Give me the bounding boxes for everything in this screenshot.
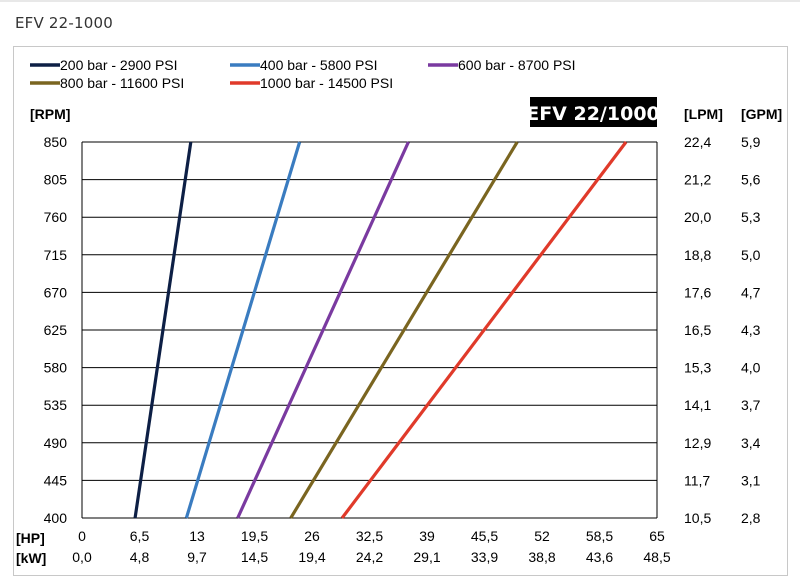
gpm-tick-label: 5,9 [741,134,761,150]
gpm-tick-label: 3,7 [741,397,761,413]
top-divider [0,0,800,2]
lpm-tick-label: 14,1 [684,397,711,413]
lpm-unit-label: [LPM] [684,106,723,122]
badge-label: EFV 22/1000 [526,103,660,125]
kw-tick-label: 4,8 [130,549,150,565]
hp-tick-label: 32,5 [356,528,383,544]
gpm-tick-label: 3,1 [741,472,761,488]
rpm-tick-label: 535 [44,397,68,413]
series-line-2 [184,141,302,519]
kw-tick-label: 38,8 [528,549,555,565]
gpm-tick-label: 4,3 [741,322,761,338]
gpm-tick-label: 3,4 [741,435,761,451]
kw-tick-label: 24,2 [356,549,383,565]
rpm-tick-label: 625 [44,322,68,338]
hp-tick-label: 58,5 [586,528,613,544]
legend-label-3: 600 bar - 8700 PSI [458,57,576,73]
hp-tick-label: 13 [189,528,205,544]
kw-tick-label: 0,0 [72,549,92,565]
lpm-tick-label: 11,7 [684,472,710,488]
rpm-tick-label: 805 [44,172,68,188]
series-line-3 [236,141,410,519]
gpm-tick-label: 5,6 [741,172,761,188]
rpm-tick-label: 760 [44,209,68,225]
hp-tick-label: 65 [649,528,665,544]
lpm-tick-label: 21,2 [684,172,711,188]
lpm-tick-label: 10,5 [684,510,711,526]
gpm-tick-label: 2,8 [741,510,761,526]
legend-label-2: 400 bar - 5800 PSI [260,57,378,73]
tick-labels: 850 22,4 5,9 805 21,2 5,6 760 20,0 5,3 715 18,8 5,0… [44,134,761,565]
kw-tick-label: 9,7 [187,549,207,565]
kw-tick-label: 14,5 [241,549,268,565]
rpm-tick-label: 445 [44,472,68,488]
hp-tick-label: 19,5 [241,528,268,544]
badge: EFV 22/1000 [526,97,660,127]
legend: 200 bar - 2900 PSI 400 bar - 5800 PSI 600 … [30,57,576,91]
lpm-tick-label: 12,9 [684,435,711,451]
rpm-unit-label: [RPM] [30,106,70,122]
hp-tick-label: 26 [304,528,320,544]
rpm-tick-label: 400 [44,510,68,526]
rpm-tick-label: 715 [44,247,68,263]
badge-background [530,97,657,127]
kw-tick-label: 43,6 [586,549,613,565]
lpm-tick-label: 20,0 [684,209,711,225]
legend-label-5: 1000 bar - 14500 PSI [260,75,393,91]
hp-tick-label: 0 [78,528,86,544]
series-line-5 [340,141,628,519]
lpm-tick-label: 15,3 [684,360,711,376]
lpm-tick-label: 16,5 [684,322,711,338]
gpm-tick-label: 5,3 [741,209,761,225]
hp-tick-label: 52 [534,528,550,544]
hp-unit-label: [HP] [16,530,45,546]
lpm-tick-label: 18,8 [684,247,711,263]
lpm-tick-label: 22,4 [684,134,711,150]
gpm-tick-label: 5,0 [741,247,761,263]
kw-tick-label: 19,4 [298,549,325,565]
legend-label-1: 200 bar - 2900 PSI [60,57,178,73]
gpm-tick-label: 4,7 [741,284,761,300]
legend-label-4: 800 bar - 11600 PSI [60,75,184,91]
hp-tick-label: 6,5 [130,528,150,544]
gpm-tick-label: 4,0 [741,360,761,376]
hp-tick-label: 45,5 [471,528,498,544]
kw-tick-label: 48,5 [643,549,670,565]
kw-unit-label: [kW] [16,550,46,566]
kw-tick-label: 29,1 [413,549,440,565]
rpm-tick-label: 490 [44,435,68,451]
gpm-unit-label: [GPM] [741,106,782,122]
series-lines [133,141,628,519]
series-line-4 [289,141,519,519]
rpm-tick-label: 670 [44,284,68,300]
series-line-1 [133,141,193,519]
lpm-tick-label: 17,6 [684,284,711,300]
chart-frame [13,46,788,576]
rpm-tick-label: 580 [44,360,68,376]
page-title: EFV 22-1000 [15,14,114,32]
kw-tick-label: 33,9 [471,549,498,565]
hp-tick-label: 39 [419,528,435,544]
grid [81,141,658,519]
rpm-tick-label: 850 [44,134,68,150]
